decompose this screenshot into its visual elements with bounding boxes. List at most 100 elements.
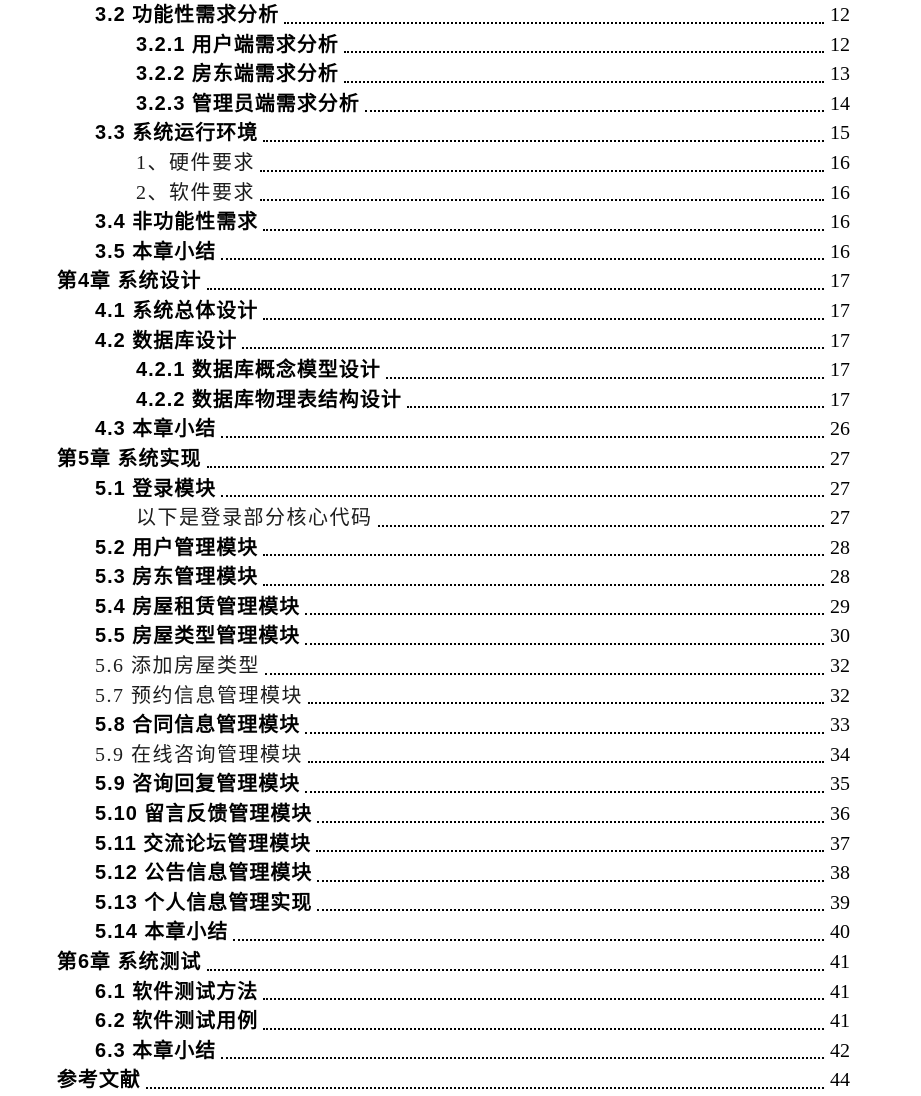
dot-leader: [263, 1007, 824, 1037]
toc-entry[interactable]: 4.2.1 数据库概念模型设计 17: [0, 356, 850, 386]
toc-entry-label: 4.2 数据库设计: [95, 329, 238, 352]
toc-entry[interactable]: 3.2 功能性需求分析 12: [0, 1, 850, 31]
dot-leader: [265, 652, 824, 682]
toc-entry[interactable]: 5.10 留言反馈管理模块 36: [0, 800, 850, 830]
toc-entry[interactable]: 3.3 系统运行环境 15: [0, 119, 850, 149]
toc-entry[interactable]: 5.12 公告信息管理模块 38: [0, 859, 850, 889]
dot-leader: [263, 297, 824, 327]
page-number: 27: [830, 447, 850, 470]
toc-entry[interactable]: 3.2.1 用户端需求分析 12: [0, 31, 850, 61]
toc-entry-label: 参考文献: [57, 1069, 141, 1092]
page-number: 17: [830, 388, 850, 411]
toc-entry-label: 4.2.1 数据库概念模型设计: [136, 359, 382, 382]
page-number: 35: [830, 773, 850, 796]
dot-leader: [305, 622, 824, 652]
toc-entry[interactable]: 6.1 软件测试方法 41: [0, 978, 850, 1008]
toc-entry[interactable]: 5.11 交流论坛管理模块 37: [0, 830, 850, 860]
toc-entry-label: 3.3 系统运行环境: [95, 122, 259, 145]
toc-entry[interactable]: 6.3 本章小结 42: [0, 1037, 850, 1067]
toc-entry-label: 2、软件要求: [136, 181, 255, 204]
toc-entry[interactable]: 3.4 非功能性需求 16: [0, 208, 850, 238]
dot-leader: [263, 119, 824, 149]
toc-entry-label: 3.5 本章小结: [95, 240, 217, 263]
toc-entry-label: 5.9 在线咨询管理模块: [95, 743, 303, 766]
page-number: 36: [830, 803, 850, 826]
dot-leader: [386, 356, 824, 386]
toc-entry[interactable]: 1、硬件要求 16: [0, 149, 850, 179]
toc-entry[interactable]: 以下是登录部分核心代码 27: [0, 504, 850, 534]
toc-entry[interactable]: 3.5 本章小结 16: [0, 238, 850, 268]
toc-entry[interactable]: 5.9 在线咨询管理模块 34: [0, 741, 850, 771]
toc-entry[interactable]: 4.3 本章小结 26: [0, 415, 850, 445]
toc-entry[interactable]: 5.3 房东管理模块 28: [0, 563, 850, 593]
page-number: 27: [830, 507, 850, 530]
dot-leader: [305, 711, 824, 741]
toc-entry-label: 1、硬件要求: [136, 151, 255, 174]
toc-entry-label: 5.2 用户管理模块: [95, 536, 259, 559]
dot-leader: [317, 859, 824, 889]
toc-entry[interactable]: 3.2.2 房东端需求分析 13: [0, 60, 850, 90]
toc-entry-label: 5.6 添加房屋类型: [95, 655, 260, 678]
page-number: 29: [830, 595, 850, 618]
toc-entry[interactable]: 3.2.3 管理员端需求分析 14: [0, 90, 850, 120]
dot-leader: [305, 770, 824, 800]
page-number: 15: [830, 122, 850, 145]
toc-entry-label: 第4章 系统设计: [57, 270, 202, 293]
toc-entry-label: 5.8 合同信息管理模块: [95, 714, 301, 737]
toc-entry-label: 第5章 系统实现: [57, 447, 202, 470]
toc-entry[interactable]: 第6章 系统测试 41: [0, 948, 850, 978]
toc-entry-label: 5.3 房东管理模块: [95, 566, 259, 589]
page-number: 17: [830, 359, 850, 382]
toc-entry[interactable]: 5.13 个人信息管理实现 39: [0, 889, 850, 919]
page-number: 41: [830, 1010, 850, 1033]
toc-entry-label: 5.13 个人信息管理实现: [95, 891, 313, 914]
dot-leader: [260, 149, 824, 179]
page-number: 16: [830, 211, 850, 234]
dot-leader: [263, 563, 824, 593]
toc-entry[interactable]: 4.2 数据库设计 17: [0, 327, 850, 357]
toc-entry[interactable]: 5.2 用户管理模块 28: [0, 534, 850, 564]
page-number: 16: [830, 181, 850, 204]
toc-entry[interactable]: 5.14 本章小结 40: [0, 918, 850, 948]
toc-entry[interactable]: 6.2 软件测试用例 41: [0, 1007, 850, 1037]
toc-entry-label: 第6章 系统测试: [57, 951, 202, 973]
toc-entry-label: 5.4 房屋租赁管理模块: [95, 595, 301, 618]
toc-entry[interactable]: 5.1 登录模块 27: [0, 475, 850, 505]
toc-entry[interactable]: 第5章 系统实现 27: [0, 445, 850, 475]
toc-entry[interactable]: 5.9 咨询回复管理模块 35: [0, 770, 850, 800]
dot-leader: [221, 415, 824, 445]
toc-entry[interactable]: 4.1 系统总体设计 17: [0, 297, 850, 327]
dot-leader: [233, 918, 824, 948]
toc-entry-label: 4.2.2 数据库物理表结构设计: [136, 388, 403, 411]
toc-entry[interactable]: 4.2.2 数据库物理表结构设计 17: [0, 386, 850, 416]
dot-leader: [284, 1, 824, 31]
toc-entry[interactable]: 5.8 合同信息管理模块 33: [0, 711, 850, 741]
page-number: 32: [830, 655, 850, 678]
toc-entry[interactable]: 第4章 系统设计 17: [0, 267, 850, 297]
dot-leader: [317, 889, 824, 919]
dot-leader: [407, 386, 824, 416]
table-of-contents: 3.2 功能性需求分析 12 3.2.1 用户端需求分析 12 3.2.2 房东…: [0, 1, 850, 1096]
toc-entry-label: 5.5 房屋类型管理模块: [95, 625, 301, 648]
toc-entry[interactable]: 5.5 房屋类型管理模块 30: [0, 622, 850, 652]
toc-entry[interactable]: 5.6 添加房屋类型 32: [0, 652, 850, 682]
toc-entry-label: 6.1 软件测试方法: [95, 980, 259, 1003]
page-number: 17: [830, 270, 850, 293]
toc-entry[interactable]: 5.4 房屋租赁管理模块 29: [0, 593, 850, 623]
toc-entry[interactable]: 2、软件要求 16: [0, 179, 850, 209]
toc-entry-label: 6.3 本章小结: [95, 1039, 217, 1062]
page-number: 37: [830, 832, 850, 855]
toc-entry-label: 6.2 软件测试用例: [95, 1010, 259, 1033]
page-number: 39: [830, 891, 850, 914]
dot-leader: [206, 267, 825, 297]
toc-entry[interactable]: 5.7 预约信息管理模块 32: [0, 682, 850, 712]
page-number: 38: [830, 862, 850, 885]
dot-leader: [344, 31, 824, 61]
page-number: 17: [830, 299, 850, 322]
dot-leader: [263, 208, 824, 238]
toc-entry[interactable]: 参考文献 44: [0, 1066, 850, 1096]
toc-entry-label: 3.2 功能性需求分析: [95, 4, 280, 26]
page-number: 41: [830, 980, 850, 1003]
dot-leader: [263, 534, 824, 564]
